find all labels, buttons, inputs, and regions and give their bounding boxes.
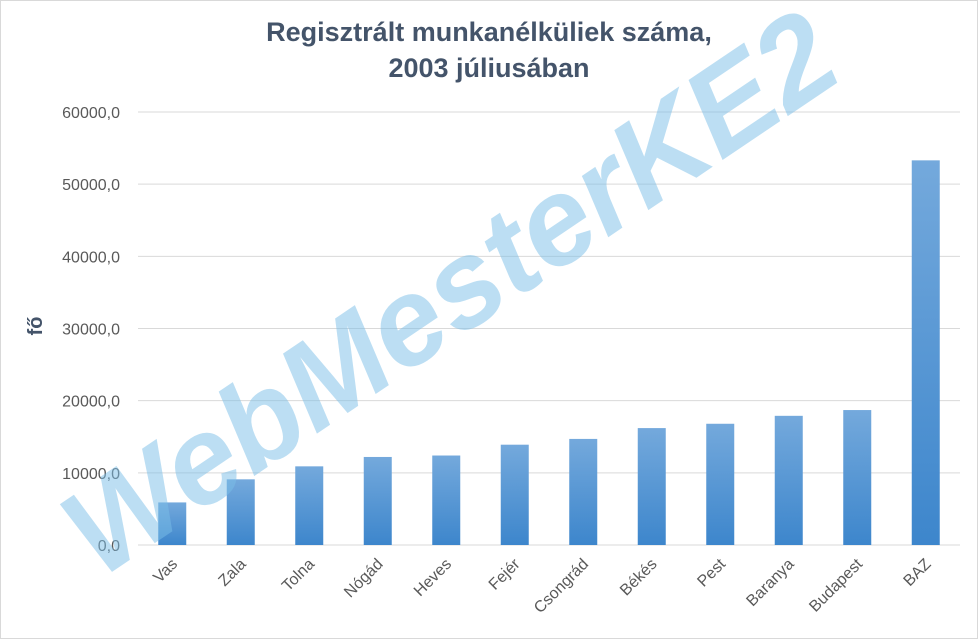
- x-tick-label: Békés: [617, 556, 660, 599]
- y-axis-ticks: 0,0 10000,0 20000,0 30000,0 40000,0 50000,0 60…: [62, 105, 120, 555]
- x-axis-ticks: Vas Zala Tolna Nógád Heves Fejér Csongrád Békés…: [150, 555, 934, 617]
- x-tick-label: Heves: [411, 556, 455, 600]
- bar-nógád: [363, 456, 392, 545]
- bar-baz: [911, 160, 940, 545]
- chart-title-line-2: 2003 júliusában: [388, 53, 590, 83]
- y-tick-label: 30000,0: [62, 322, 120, 339]
- gridlines: [138, 111, 960, 546]
- y-tick-label: 10000,0: [62, 466, 120, 483]
- bar-csongrád: [569, 438, 598, 545]
- chart-title-line-1: Regisztrált munkanélküliek száma,: [266, 17, 712, 47]
- y-tick-label: 60000,0: [62, 105, 120, 122]
- y-tick-label: 0,0: [98, 538, 120, 555]
- y-tick-label: 40000,0: [62, 249, 120, 266]
- bar-budapest: [843, 410, 872, 545]
- bar-fejér: [500, 444, 529, 545]
- x-tick-label: Tolna: [279, 556, 318, 595]
- x-tick-label: Zala: [216, 556, 250, 590]
- bar-tolna: [295, 466, 324, 545]
- x-tick-label: Budapest: [806, 555, 866, 615]
- chart-title: Regisztrált munkanélküliek száma, 2003 j…: [0, 14, 978, 86]
- bar-békés: [637, 428, 666, 545]
- x-tick-label: Nógád: [341, 556, 386, 601]
- x-tick-label: BAZ: [901, 556, 935, 590]
- bar-vas: [158, 502, 187, 545]
- x-tick-label: Csongrád: [531, 556, 592, 617]
- y-tick-label: 20000,0: [62, 394, 120, 411]
- x-tick-label: Fejér: [486, 555, 524, 593]
- bar-zala: [226, 479, 255, 545]
- x-tick-label: Pest: [694, 555, 729, 590]
- y-tick-label: 50000,0: [62, 177, 120, 194]
- bar-baranya: [774, 415, 803, 545]
- bars: [158, 160, 940, 545]
- bar-pest: [706, 423, 735, 545]
- bar-heves: [432, 455, 461, 545]
- x-tick-label: Baranya: [743, 556, 797, 610]
